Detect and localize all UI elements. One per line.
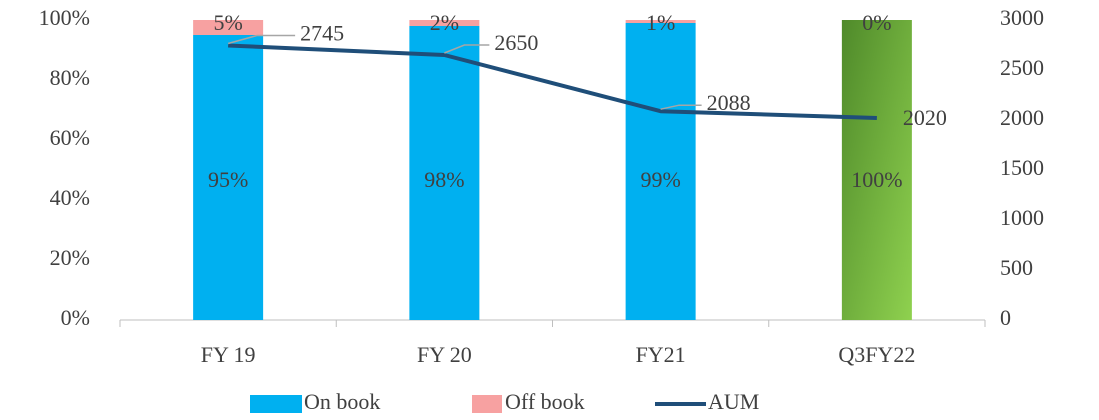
legend-label: AUM (708, 389, 759, 414)
bar-on-book (841, 20, 912, 320)
aum-label: 2745 (300, 21, 344, 46)
y-tick-label: 100% (39, 5, 90, 30)
y2-tick-label: 0 (1000, 305, 1011, 330)
y2-tick-label: 500 (1000, 255, 1033, 280)
bar-off-book (409, 20, 480, 26)
bar-off-book (625, 20, 696, 23)
off-book-label: 1% (646, 10, 675, 35)
y-tick-label: 0% (61, 305, 90, 330)
x-tick-label: FY 19 (201, 342, 256, 367)
y-tick-label: 40% (50, 185, 90, 210)
aum-line (228, 43, 877, 120)
on-book-label: 99% (640, 167, 680, 192)
on-book-label: 100% (851, 167, 902, 192)
legend-label: On book (304, 389, 380, 414)
y-tick-label: 80% (50, 65, 90, 90)
on-book-label: 95% (208, 167, 248, 192)
y2-tick-label: 1500 (1000, 155, 1044, 180)
leader-line (660, 104, 702, 110)
bar-off-book (193, 20, 264, 35)
aum-label: 2020 (903, 105, 947, 130)
aum-label: 2088 (707, 90, 751, 115)
x-tick-label: FY21 (636, 342, 686, 367)
y-tick-label: 60% (50, 125, 90, 150)
legend-swatch (472, 395, 502, 413)
leader-line (444, 44, 490, 54)
y2-tick-label: 1000 (1000, 205, 1044, 230)
y2-tick-label: 2500 (1000, 55, 1044, 80)
x-tick-label: Q3FY22 (838, 342, 915, 367)
bar-on-book (625, 23, 696, 320)
x-tick-label: FY 20 (417, 342, 472, 367)
y2-tick-label: 2000 (1000, 105, 1044, 130)
on-book-label: 98% (424, 167, 464, 192)
bar-on-book (409, 26, 480, 320)
legend-label: Off book (505, 389, 585, 414)
off-book-label: 2% (430, 10, 459, 35)
off-book-label: 5% (213, 10, 242, 35)
bar-on-book (193, 35, 264, 320)
leader-line (227, 34, 296, 45)
y-tick-label: 20% (50, 245, 90, 270)
aum-label: 2650 (494, 30, 538, 55)
y2-tick-label: 3000 (1000, 5, 1044, 30)
off-book-label: 0% (862, 10, 891, 35)
legend-swatch (250, 395, 302, 413)
